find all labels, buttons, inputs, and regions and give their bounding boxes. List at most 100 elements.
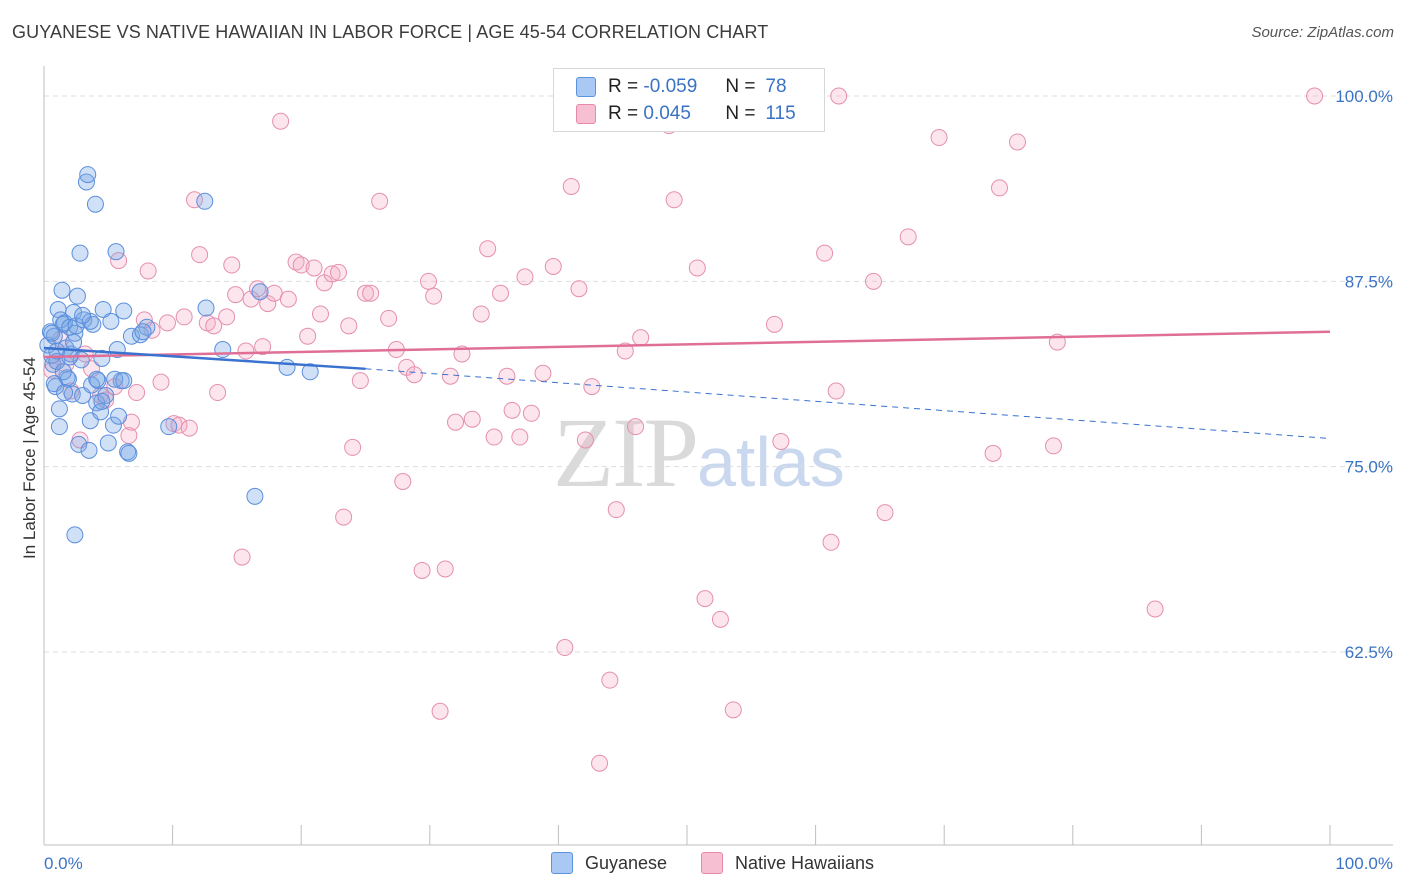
native-hawaiian-point: [544, 258, 562, 276]
native-hawaiian-point: [1009, 133, 1027, 151]
guyanese-trend-line: [43, 346, 366, 371]
legend-row-native-hawaiians: R = 0.045 N = 115: [576, 101, 796, 127]
native-hawaiian-point: [607, 501, 625, 519]
native-hawaiian-point: [344, 438, 362, 456]
native-hawaiian-point: [601, 671, 619, 689]
legend-n-label: N =: [725, 76, 756, 97]
native-hawaiian-point: [984, 444, 1002, 462]
guyanese-point: [66, 526, 84, 544]
guyanese-point: [56, 384, 74, 402]
native-hawaiian-point: [441, 367, 459, 385]
native-hawaiian-point: [265, 284, 283, 302]
native-hawaiian-point: [371, 192, 389, 210]
native-hawaiian-point: [556, 639, 574, 657]
native-hawaiian-point: [864, 272, 882, 290]
native-hawaiian-point: [827, 382, 845, 400]
legend-n-value-native-hawaiians: 115: [765, 103, 796, 124]
watermark: ZIPatlas: [553, 395, 845, 510]
native-hawaiian-point: [1045, 437, 1063, 455]
legend-n-value-guyanese: 78: [765, 76, 787, 97]
guyanese-point: [65, 333, 83, 351]
guyanese-point: [45, 327, 63, 345]
native-hawaiian-point: [990, 179, 1008, 197]
guyanese-point: [196, 192, 214, 210]
chart-title: GUYANESE VS NATIVE HAWAIIAN IN LABOR FOR…: [12, 22, 769, 42]
guyanese-point: [106, 370, 124, 388]
native-hawaiian-point: [492, 284, 510, 302]
guyanese-point: [278, 358, 296, 376]
native-hawaiian-point: [305, 259, 323, 277]
native-hawaiian-point: [485, 428, 503, 446]
native-hawaiian-point: [362, 284, 380, 302]
native-hawaiian-point: [665, 191, 683, 209]
native-hawaiian-point: [570, 280, 588, 298]
guyanese-point: [50, 418, 68, 436]
series-swatch-native-hawaiians: [701, 852, 723, 874]
native-hawaiian-point: [591, 754, 609, 772]
native-hawaiian-point: [534, 364, 552, 382]
guyanese-point: [86, 195, 104, 213]
native-hawaiian-point: [209, 384, 227, 402]
guyanese-point: [102, 312, 120, 330]
guyanese-point: [134, 323, 152, 341]
native-hawaiian-point: [357, 284, 374, 302]
native-hawaiian-point: [329, 263, 347, 281]
axes: [43, 66, 1393, 846]
native-hawaiian-point: [503, 401, 521, 419]
native-hawaiian-point: [259, 295, 277, 313]
native-hawaiian-point: [287, 253, 305, 271]
native-hawaiian-point: [616, 342, 634, 360]
native-hawaiian-point: [323, 265, 341, 283]
native-hawaiian-point: [511, 428, 529, 446]
native-hawaiian-point: [724, 701, 742, 719]
guyanese-point: [115, 302, 133, 320]
series-legend-native-hawaiians[interactable]: Native Hawaiians: [701, 852, 874, 874]
guyanese-point: [120, 444, 138, 462]
guyanese-point: [79, 166, 97, 184]
guyanese-point: [88, 370, 106, 388]
native-hawaiian-point: [816, 244, 834, 262]
correlation-legend: R = -0.059 N = 78 R = 0.045 N = 115: [553, 68, 825, 132]
native-hawaiian-point: [205, 317, 223, 335]
guyanese-point: [54, 363, 72, 381]
native-hawaiian-point: [405, 366, 423, 384]
watermark-atlas: atlas: [697, 423, 845, 501]
legend-row-guyanese: R = -0.059 N = 78: [576, 74, 787, 100]
legend-swatch-guyanese: [576, 77, 596, 97]
native-hawaiian-point: [436, 560, 454, 578]
native-hawaiian-point: [472, 305, 490, 323]
guyanese-point: [301, 363, 319, 381]
series-legend-guyanese[interactable]: Guyanese: [551, 852, 667, 874]
native-hawaiian-point: [830, 87, 848, 105]
native-hawaiian-point: [447, 413, 465, 431]
guyanese-point: [71, 244, 89, 262]
native-hawaiian-point: [420, 272, 438, 290]
native-hawaiian-point: [930, 129, 948, 147]
y-tick-label: 87.5%: [1345, 272, 1393, 291]
guyanese-point: [43, 324, 61, 342]
native-hawaiian-point: [191, 246, 209, 264]
native-hawaiian-point: [696, 590, 714, 608]
guyanese-point: [110, 407, 128, 425]
native-hawaiian-point: [248, 280, 266, 298]
legend-r-label: R =: [608, 103, 639, 124]
native-hawaiian-point: [335, 508, 353, 526]
series-legend: Guyanese Native Hawaiians: [0, 852, 1406, 876]
native-hawaiian-point: [562, 177, 580, 195]
guyanese-point: [93, 392, 111, 410]
guyanese-point: [94, 301, 112, 319]
native-hawaiian-point: [688, 259, 706, 277]
native-hawaiian-point: [576, 431, 594, 449]
guyanese-point: [160, 418, 178, 436]
native-hawaiian-point: [340, 317, 358, 335]
native-hawaiian-point: [292, 256, 310, 274]
legend-swatch-native-hawaiians: [576, 104, 596, 124]
native-hawaiian-point: [223, 256, 241, 274]
native-hawaiian-point: [152, 373, 170, 391]
guyanese-point: [74, 306, 92, 324]
native-hawaiian-point: [876, 504, 894, 522]
native-hawaiian-point: [516, 268, 534, 286]
native-hawaiian-point: [175, 308, 193, 326]
native-hawaiian-point: [158, 314, 176, 332]
